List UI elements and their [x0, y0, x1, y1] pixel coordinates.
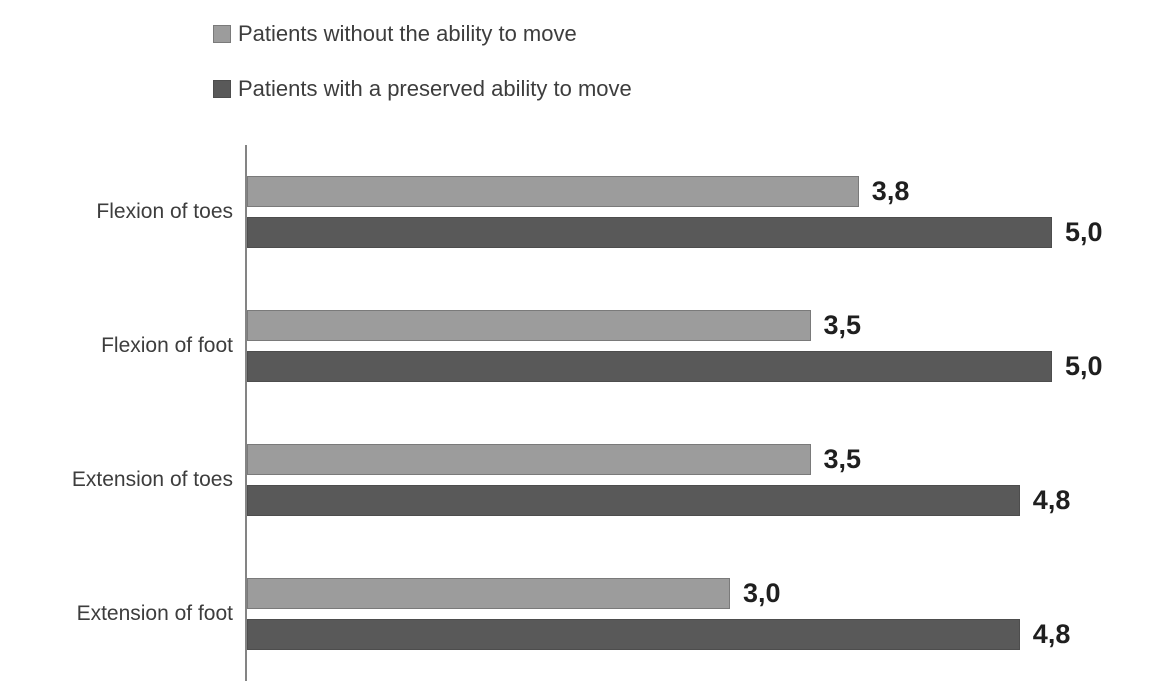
bar-line: 4,8 [247, 619, 1159, 650]
bar-value-label: 5,0 [1065, 217, 1103, 247]
bar-without-ability [247, 176, 859, 207]
bar-with-ability [247, 351, 1052, 382]
bar-with-ability [247, 485, 1020, 516]
bar-without-ability [247, 310, 811, 341]
bar-value-label: 3,0 [743, 578, 781, 608]
category-label: Extension of foot [76, 602, 233, 625]
bar-group: 3,8 5,0 [245, 145, 1159, 279]
bar-line: 3,5 [247, 444, 1159, 475]
legend-item-with-ability: Patients with a preserved ability to mov… [213, 74, 632, 104]
bar-group: 3,0 4,8 [245, 547, 1159, 681]
bar-value-label: 4,8 [1032, 485, 1071, 515]
bar-value-label: 4,8 [1032, 619, 1071, 649]
bar-value-label: 5,0 [1065, 351, 1103, 381]
bar-value-label: 3,5 [823, 444, 862, 474]
category-row: Flexion of foot 3,5 5,0 [0, 279, 1159, 413]
legend-swatch-light-gray [213, 25, 231, 43]
bar-line: 5,0 [247, 217, 1159, 248]
legend-swatch-dark-gray [213, 80, 231, 98]
category-label: Extension of toes [71, 468, 233, 491]
category-row: Extension of foot 3,0 4,8 [0, 547, 1159, 681]
bar-without-ability [247, 444, 811, 475]
bar-line: 3,5 [247, 310, 1159, 341]
bar-line: 4,8 [247, 485, 1159, 516]
legend-label: Patients without the ability to move [238, 21, 577, 46]
bar-chart-plot-area: Flexion of toes 3,8 5,0 Flexion of foot 3,5 5… [0, 145, 1159, 681]
legend-label: Patients with a preserved ability to mov… [238, 76, 632, 101]
bar-value-label: 3,5 [823, 310, 862, 340]
category-label: Flexion of toes [96, 200, 233, 223]
legend-item-without-ability: Patients without the ability to move [213, 19, 632, 49]
category-row: Extension of toes 3,5 4,8 [0, 413, 1159, 547]
bar-without-ability [247, 578, 730, 609]
bar-with-ability [247, 217, 1052, 248]
chart-legend: Patients without the ability to move Pat… [213, 19, 632, 129]
bar-group: 3,5 5,0 [245, 279, 1159, 413]
bar-line: 3,0 [247, 578, 1159, 609]
bar-line: 3,8 [247, 176, 1159, 207]
category-label: Flexion of foot [101, 334, 233, 357]
category-row: Flexion of toes 3,8 5,0 [0, 145, 1159, 279]
bar-group: 3,5 4,8 [245, 413, 1159, 547]
bar-line: 5,0 [247, 351, 1159, 382]
bar-with-ability [247, 619, 1020, 650]
bar-value-label: 3,8 [871, 176, 910, 206]
